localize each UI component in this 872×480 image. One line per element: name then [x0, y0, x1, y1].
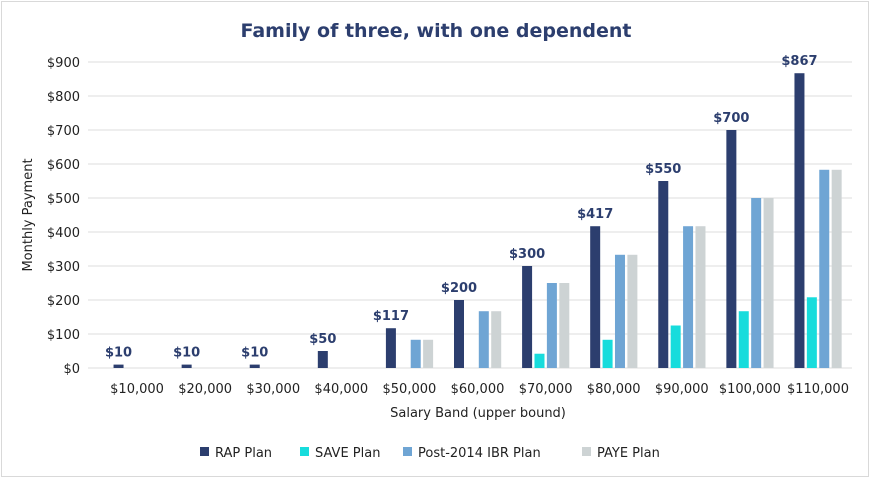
x-tick-label: $20,000 — [178, 382, 232, 397]
bar-rap-plan — [113, 364, 124, 368]
bar-save-plan — [806, 297, 817, 368]
bar-save-plan — [534, 353, 545, 368]
bar-post-2014-ibr-plan — [478, 311, 489, 368]
chart-title: Family of three, with one dependent — [241, 20, 632, 42]
legend-swatch — [582, 447, 591, 456]
x-tick-label: $40,000 — [314, 382, 368, 397]
y-tick-label: $200 — [47, 294, 80, 309]
legend-item: Post-2014 IBR Plan — [403, 446, 541, 461]
y-tick-label: $100 — [47, 328, 80, 343]
legend-item: SAVE Plan — [300, 446, 380, 461]
data-label: $117 — [373, 309, 409, 324]
bar-save-plan — [670, 325, 681, 368]
y-axis-label: Monthly Payment — [21, 158, 36, 271]
legend-swatch — [200, 447, 209, 456]
legend-label: SAVE Plan — [315, 446, 380, 461]
y-tick-label: $500 — [47, 192, 80, 207]
bar-paye-plan — [763, 198, 774, 368]
bar-rap-plan — [726, 130, 737, 368]
x-tick-label: $110,000 — [787, 382, 849, 397]
legend-label: Post-2014 IBR Plan — [418, 446, 541, 461]
bar-paye-plan — [491, 311, 502, 368]
data-label: $50 — [309, 332, 336, 347]
legend-item: PAYE Plan — [582, 446, 660, 461]
bar-paye-plan — [423, 339, 434, 368]
bar-post-2014-ibr-plan — [751, 198, 762, 368]
data-label: $200 — [441, 281, 477, 296]
legend-label: RAP Plan — [215, 446, 272, 461]
legend-swatch — [403, 447, 412, 456]
x-tick-label: $100,000 — [719, 382, 781, 397]
bar-rap-plan — [181, 364, 192, 368]
data-label: $867 — [781, 54, 817, 69]
bar-save-plan — [738, 311, 749, 368]
bar-rap-plan — [454, 300, 464, 368]
y-tick-label: $0 — [63, 362, 80, 377]
data-label: $700 — [713, 111, 749, 126]
bar-paye-plan — [627, 254, 638, 368]
data-label: $417 — [577, 207, 613, 222]
x-tick-label: $10,000 — [110, 382, 164, 397]
legend-item: RAP Plan — [200, 446, 272, 461]
bar-post-2014-ibr-plan — [683, 226, 694, 368]
x-tick-label: $90,000 — [655, 382, 709, 397]
y-tick-label: $800 — [47, 90, 80, 105]
data-label: $10 — [241, 346, 268, 361]
bar-post-2014-ibr-plan — [410, 339, 421, 368]
bar-rap-plan — [522, 266, 533, 368]
bar-post-2014-ibr-plan — [819, 169, 830, 368]
bar-rap-plan — [590, 226, 601, 368]
y-tick-label: $300 — [47, 260, 80, 275]
legend-label: PAYE Plan — [597, 446, 660, 461]
bar-rap-plan — [385, 328, 396, 368]
legend-swatch — [300, 447, 309, 456]
x-tick-label: $80,000 — [587, 382, 641, 397]
x-tick-label: $30,000 — [246, 382, 300, 397]
y-tick-label: $700 — [47, 124, 80, 139]
data-label: $300 — [509, 247, 545, 262]
data-label: $10 — [173, 346, 200, 361]
bar-post-2014-ibr-plan — [546, 283, 557, 368]
y-tick-label: $600 — [47, 158, 80, 173]
bar-paye-plan — [559, 283, 570, 368]
bar-paye-plan — [695, 226, 706, 368]
x-axis-label: Salary Band (upper bound) — [390, 406, 566, 421]
bar-save-plan — [602, 339, 613, 368]
bar-rap-plan — [317, 351, 328, 368]
data-label: $550 — [645, 162, 681, 177]
bar-post-2014-ibr-plan — [614, 254, 625, 368]
data-label: $10 — [105, 346, 132, 361]
bar-rap-plan — [249, 364, 260, 368]
x-tick-label: $70,000 — [519, 382, 573, 397]
bar-rap-plan — [658, 181, 669, 368]
bar-paye-plan — [831, 169, 842, 368]
bar-rap-plan — [794, 73, 805, 368]
y-tick-label: $900 — [47, 56, 80, 71]
x-tick-label: $60,000 — [451, 382, 505, 397]
x-tick-label: $50,000 — [383, 382, 437, 397]
y-tick-label: $400 — [47, 226, 80, 241]
